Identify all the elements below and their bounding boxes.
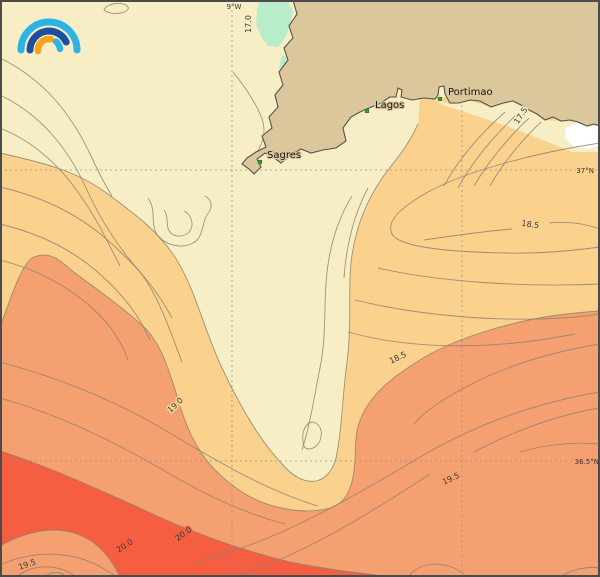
logo-orange-arc [34, 35, 55, 55]
city-dot [364, 108, 370, 114]
parallel-label-37n: 37°N [576, 167, 594, 175]
isotherm-value-label: 18.5 [521, 219, 540, 230]
band-corner-pocket [0, 530, 120, 577]
logo-inner-right-arc [52, 38, 64, 53]
isotherm-value-label: 17.0 [244, 15, 253, 33]
logo-middle-arc [26, 27, 70, 54]
city-dot [257, 159, 263, 165]
meridian-label-9w: 9°W [227, 3, 242, 11]
city-dot [437, 96, 443, 102]
city-label: Portimao [448, 87, 493, 98]
parallel-label-36-5n: 36.5°N [575, 458, 599, 466]
band-green-sliver [279, 55, 287, 72]
land-algarve [241, 0, 600, 175]
city-markers: Sagres Lagos Portimao [257, 86, 494, 165]
rainbow-logo [17, 18, 81, 55]
band-white-patch [565, 123, 600, 149]
city-label: Sagres [267, 150, 301, 161]
city-label: Lagos [375, 100, 404, 111]
contour-lines [0, 3, 600, 577]
band-coast-strip [432, 98, 600, 152]
band-salmon [0, 255, 600, 577]
grid-labels: 9°W 37°N 36.5°N [225, 2, 600, 468]
band-green-patch [256, 2, 293, 47]
logo-outer-arc [17, 18, 81, 54]
